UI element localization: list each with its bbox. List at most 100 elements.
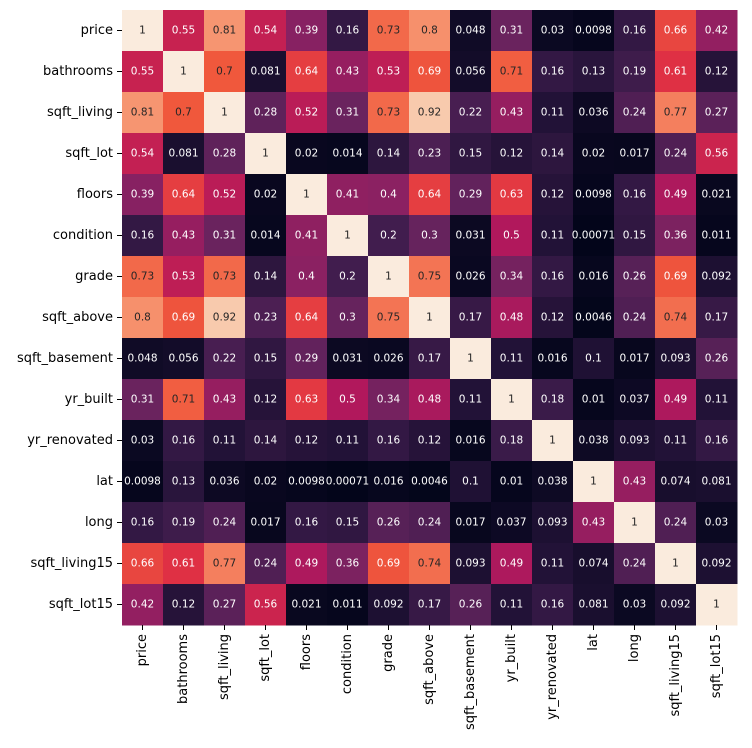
cell-value-label: 0.13 [582, 66, 605, 78]
heatmap-cell [245, 420, 287, 462]
heatmap-cell [368, 10, 410, 52]
heatmap-cell [573, 215, 615, 257]
heatmap-cell [696, 297, 738, 339]
cell-value-label: 0.63 [500, 189, 523, 201]
heatmap-cell [327, 133, 369, 175]
cell-value-label: 0.63 [295, 394, 318, 406]
heatmap-cell [491, 92, 533, 134]
cell-value-label: 0.14 [254, 435, 278, 447]
heatmap-cell [245, 174, 287, 216]
cell-value-label: 0.54 [131, 148, 155, 160]
cell-value-label: 1 [590, 476, 597, 488]
heatmap-cell [491, 10, 533, 52]
cell-value-label: 0.4 [298, 271, 315, 283]
heatmap-cell [614, 584, 656, 626]
heatmap-cell [204, 584, 246, 626]
cell-value-label: 0.11 [213, 435, 236, 447]
heatmap-cell [327, 543, 369, 585]
y-tick-label: sqft_basement [17, 351, 113, 366]
heatmap-cell [245, 461, 287, 503]
heatmap-cell [491, 174, 533, 216]
heatmap-cell [573, 10, 615, 52]
heatmap-cell [204, 297, 246, 339]
cell-value-label: 0.16 [623, 189, 647, 201]
heatmap-cell [286, 256, 328, 298]
heatmap-cell [409, 461, 451, 503]
cell-value-label: 0.28 [213, 148, 236, 160]
cell-value-label: 0.66 [664, 25, 688, 37]
cell-value-label: 0.26 [459, 599, 483, 611]
cell-value-label: 0.02 [295, 148, 318, 160]
heatmap-cell [696, 543, 738, 585]
heatmap-cell [409, 584, 451, 626]
cell-value-label: 0.31 [336, 107, 359, 119]
y-tick-label: long [85, 515, 113, 530]
cell-value-label: 0.092 [373, 599, 403, 611]
cell-value-label: 0.01 [500, 476, 523, 488]
cell-value-label: 0.3 [339, 312, 356, 324]
cell-value-label: 0.02 [582, 148, 605, 160]
cell-value-label: 0.093 [455, 558, 485, 570]
heatmap-cell [122, 420, 164, 462]
heatmap-cell [573, 256, 615, 298]
cell-value-label: 0.39 [131, 189, 154, 201]
heatmap-cell [368, 502, 410, 544]
heatmap-cell [409, 338, 451, 380]
cell-value-label: 0.55 [131, 66, 154, 78]
cell-value-label: 0.12 [500, 148, 523, 160]
cell-value-label: 0.014 [332, 148, 362, 160]
cell-value-label: 0.24 [213, 517, 237, 529]
cell-value-label: 0.081 [701, 476, 731, 488]
cell-value-label: 0.081 [168, 148, 198, 160]
cell-value-label: 0.53 [172, 271, 195, 283]
cell-value-label: 0.02 [254, 189, 277, 201]
cell-value-label: 0.12 [705, 66, 728, 78]
heatmap-cell [409, 420, 451, 462]
heatmap-cell [573, 338, 615, 380]
cell-value-label: 1 [180, 66, 187, 78]
cell-value-label: 0.43 [623, 476, 646, 488]
cell-value-label: 0.73 [213, 271, 236, 283]
cell-value-label: 0.031 [455, 230, 485, 242]
heatmap-cell [245, 584, 287, 626]
heatmap-cell [696, 51, 738, 93]
cell-value-label: 0.5 [503, 230, 520, 242]
cell-value-label: 0.92 [418, 107, 441, 119]
heatmap-cell [204, 379, 246, 421]
cell-value-label: 0.41 [336, 189, 359, 201]
cell-value-label: 0.093 [660, 353, 690, 365]
cell-value-label: 0.11 [705, 394, 728, 406]
heatmap-cell [409, 10, 451, 52]
cell-value-label: 0.4 [380, 189, 397, 201]
cell-value-label: 0.0098 [575, 25, 612, 37]
heatmap-cell [450, 92, 492, 134]
heatmap-cell [491, 51, 533, 93]
heatmap-cell [245, 51, 287, 93]
cell-value-label: 0.64 [295, 66, 319, 78]
heatmap-cell [286, 10, 328, 52]
heatmap-cell [614, 92, 656, 134]
heatmap-cell [245, 379, 287, 421]
heatmap-cell [163, 420, 205, 462]
cell-value-label: 0.16 [377, 435, 401, 447]
heatmap-cell [614, 10, 656, 52]
cell-value-label: 0.12 [295, 435, 318, 447]
heatmap-cell [450, 379, 492, 421]
heatmap-cell [655, 10, 697, 52]
cell-value-label: 0.17 [459, 312, 482, 324]
cell-value-label: 0.2 [380, 230, 397, 242]
heatmap-cell [286, 543, 328, 585]
cell-value-label: 0.00071 [326, 476, 369, 488]
heatmap-cell [450, 10, 492, 52]
cell-value-label: 0.24 [623, 558, 647, 570]
cell-value-label: 0.16 [172, 435, 196, 447]
heatmap-cell [614, 420, 656, 462]
cell-value-label: 0.23 [254, 312, 277, 324]
cell-value-label: 0.7 [175, 107, 192, 119]
heatmap-cell [286, 174, 328, 216]
x-tick-label: long [627, 634, 642, 662]
cell-value-label: 0.03 [705, 517, 728, 529]
cell-value-label: 0.31 [131, 394, 154, 406]
heatmap-cell [409, 256, 451, 298]
